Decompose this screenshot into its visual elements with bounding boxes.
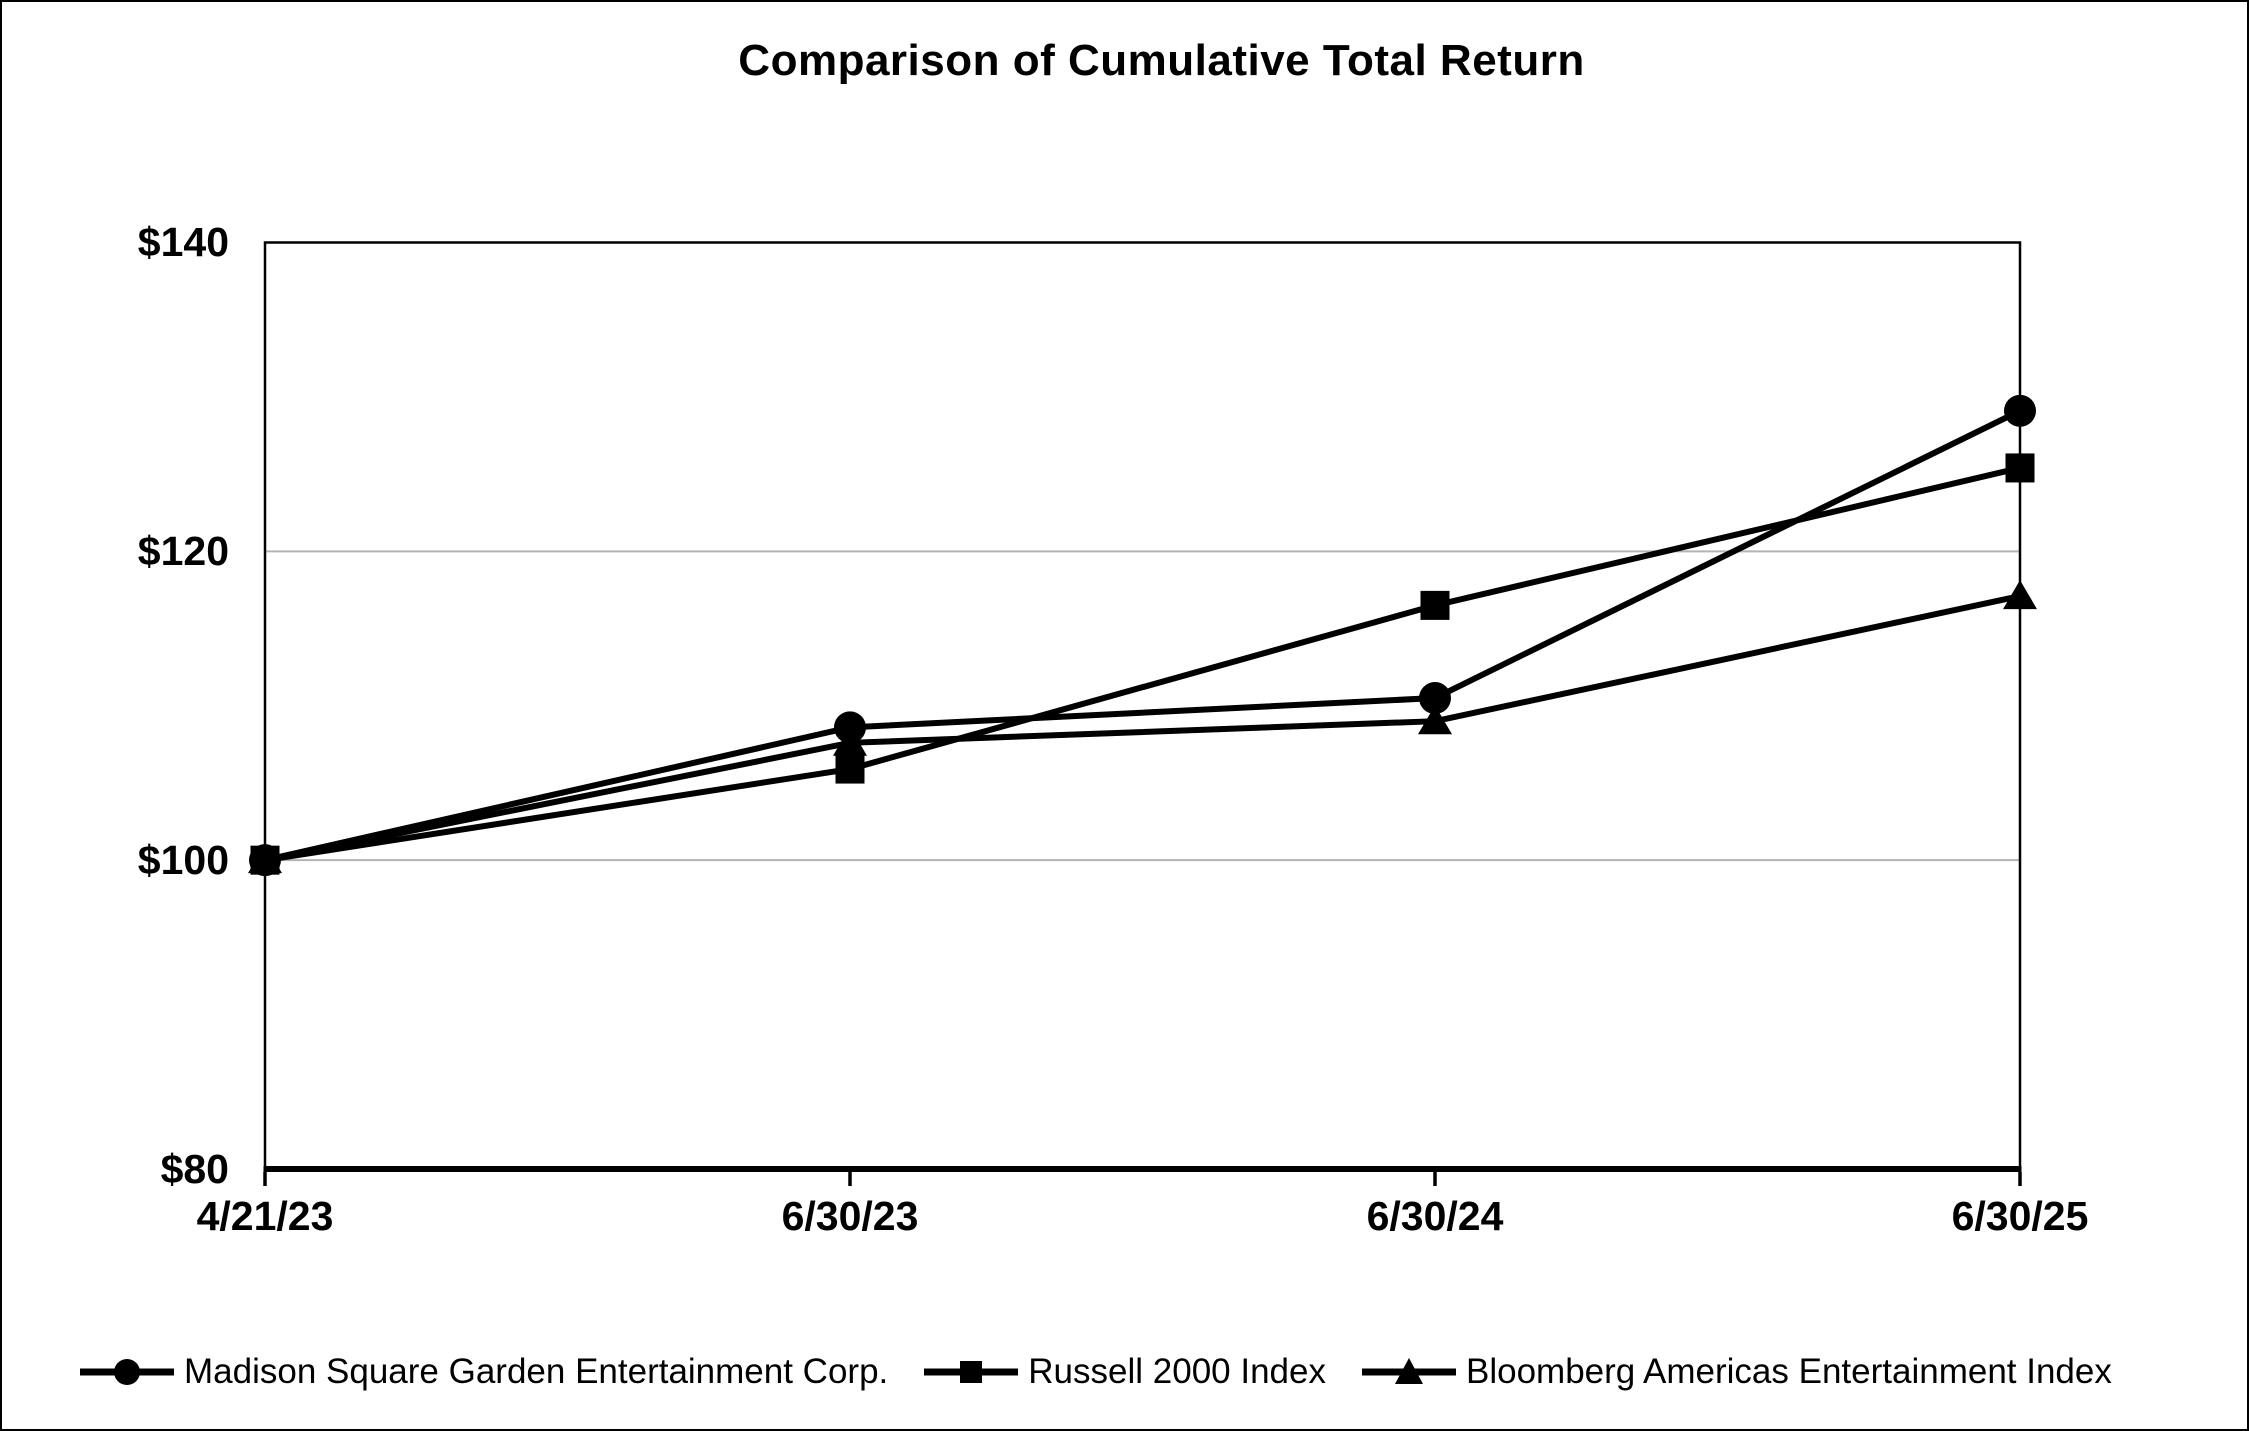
chart-title: Comparison of Cumulative Total Return [738,36,1585,85]
y-axis-tick-label: $120 [137,528,229,574]
legend-item-russell-2000: Russell 2000 Index [924,1352,1326,1392]
x-axis-tick-label: 6/30/23 [781,1193,919,1239]
series-line-2 [264,593,2021,864]
legend-label: Bloomberg Americas Entertainment Index [1465,1352,2112,1391]
x-axis-tick-label: 6/30/25 [1951,1193,2089,1239]
y-axis-tick-label: $140 [137,219,229,265]
legend-label: Russell 2000 Index [1028,1352,1326,1391]
x-axis-tick-label: 6/30/24 [1366,1193,1504,1239]
series-line-1 [264,465,2021,864]
circle-marker-icon [80,1359,174,1385]
data-point-marker-circle [1419,682,1451,715]
data-point-marker-circle [834,711,866,744]
legend-item-madison-square-garden: Madison Square Garden Entertainment Corp… [80,1352,888,1392]
legend-item-bloomberg-americas: Bloomberg Americas Entertainment Index [1361,1352,2112,1392]
square-marker-icon [924,1361,1019,1383]
legend-label: Madison Square Garden Entertainment Corp… [184,1352,889,1391]
plot-border [263,241,2022,1171]
data-point-marker-circle [2004,394,2036,427]
data-point-marker-square [1420,590,1450,620]
data-point-marker-triangle [1418,705,1452,735]
series-line-0 [264,408,2022,864]
data-point-marker-square [2005,453,2035,483]
y-axis-tick-label: $100 [137,837,229,883]
data-point-marker-circle [249,844,281,877]
data-point-marker-triangle [2003,580,2037,610]
triangle-marker-icon [1361,1358,1456,1384]
data-point-marker-square [835,754,865,784]
legend: Madison Square Garden Entertainment Corp… [80,1348,2227,1396]
x-axis-tick-label: 4/21/23 [196,1193,334,1239]
y-axis-tick-label: $80 [160,1146,229,1192]
